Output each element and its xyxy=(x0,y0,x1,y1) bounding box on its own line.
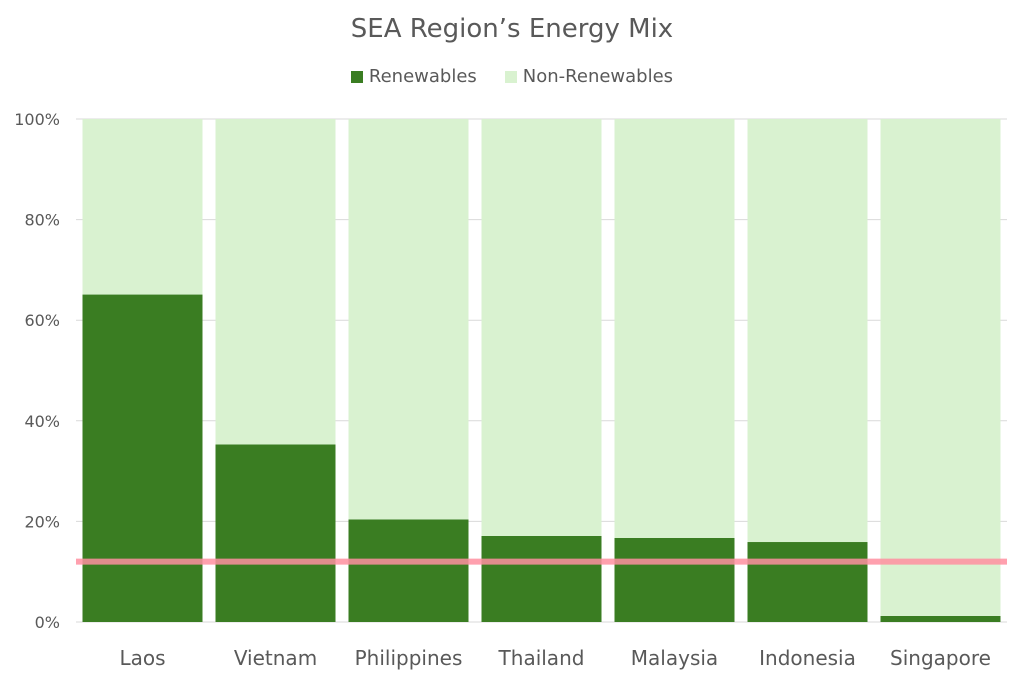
bar-renewables xyxy=(215,444,336,622)
legend-swatch-non-renewables xyxy=(504,70,517,83)
bar-non-renewables xyxy=(82,119,203,295)
bar-non-renewables xyxy=(614,119,735,538)
bar-non-renewables xyxy=(880,119,1001,616)
bar-renewables xyxy=(614,537,735,622)
bar-non-renewables xyxy=(215,119,336,445)
legend-label-non-renewables: Non-Renewables xyxy=(522,66,674,87)
x-tick-label: Singapore xyxy=(890,646,991,670)
y-tick-label: 80% xyxy=(24,211,60,230)
bar-renewables xyxy=(82,294,203,622)
y-tick-label: 0% xyxy=(35,613,60,632)
legend-item-renewables: Renewables xyxy=(350,66,477,87)
chart-title: SEA Region’s Energy Mix xyxy=(350,14,674,44)
legend-swatch-renewables xyxy=(350,70,363,83)
y-tick-label: 40% xyxy=(24,412,60,431)
y-tick-label: 60% xyxy=(24,311,60,330)
legend: Renewables Non-Renewables xyxy=(0,66,1024,87)
x-tick-label: Malaysia xyxy=(631,646,718,670)
y-tick-label: 20% xyxy=(24,512,60,531)
legend-item-non-renewables: Non-Renewables xyxy=(504,66,674,87)
y-tick-label: 100% xyxy=(14,110,60,129)
bar-non-renewables xyxy=(747,119,868,543)
bar-renewables xyxy=(880,615,1001,622)
bar-renewables xyxy=(747,542,868,622)
bar-renewables xyxy=(348,519,469,622)
x-tick-label: Thailand xyxy=(498,646,585,670)
bar-non-renewables xyxy=(481,119,602,536)
legend-label-renewables: Renewables xyxy=(368,66,477,87)
bar-non-renewables xyxy=(348,119,469,520)
x-tick-label: Indonesia xyxy=(759,646,856,670)
x-tick-label: Vietnam xyxy=(234,646,317,670)
x-tick-label: Philippines xyxy=(355,646,463,670)
x-tick-label: Laos xyxy=(119,646,165,670)
bar-renewables xyxy=(481,535,602,622)
